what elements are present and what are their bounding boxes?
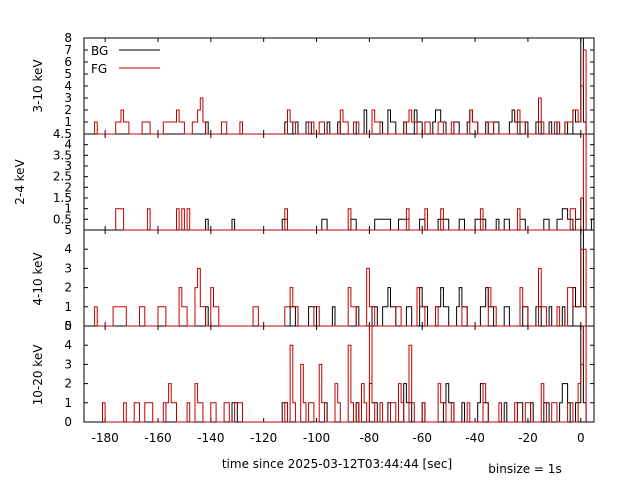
y-tick-label-2-4-kev: 1.5 xyxy=(53,191,72,205)
y-tick-label-10-20-kev: 2 xyxy=(64,377,72,391)
x-tick-label: -40 xyxy=(465,431,485,445)
binsize-note: binsize = 1s xyxy=(488,462,561,476)
y-tick-label-2-4-kev: 3.5 xyxy=(53,148,72,162)
series-fg-2-4-kev xyxy=(115,133,587,231)
x-tick-label: 0 xyxy=(577,431,585,445)
y-axis-label-10-20-kev: 10-20 keV xyxy=(31,344,45,406)
y-tick-label-10-20-kev: 0 xyxy=(64,415,72,429)
y-tick-label-4-10-kev: 2 xyxy=(64,281,72,295)
x-axis-label: time since 2025-03-12T03:44:44 [sec] xyxy=(222,457,452,471)
legend: BG FG xyxy=(91,44,160,76)
y-tick-label-4-10-kev: 0 xyxy=(64,319,72,333)
y-tick-label-2-4-kev: 0.5 xyxy=(53,212,72,226)
y-axis-label-3-10-kev: 3-10 keV xyxy=(31,59,45,113)
y-tick-label-10-20-kev: 1 xyxy=(64,396,72,410)
y-tick-label-3-10-kev: 2 xyxy=(64,103,72,117)
y-tick-label-3-10-kev: 6 xyxy=(64,55,72,69)
x-tick-label: -160 xyxy=(144,431,171,445)
y-tick-label-4-10-kev: 5 xyxy=(64,223,72,237)
x-tick-label: -120 xyxy=(250,431,277,445)
y-axis-label-2-4-kev: 2-4 keV xyxy=(13,158,27,204)
x-tick-label: -180 xyxy=(92,431,119,445)
x-tick-label: -140 xyxy=(197,431,224,445)
legend-label-fg: FG xyxy=(91,62,107,76)
y-tick-label-2-4-kev: 2.5 xyxy=(53,170,72,184)
y-tick-label-2-4-kev: 4.5 xyxy=(53,127,72,141)
y-axis-label-4-10-kev: 4-10 keV xyxy=(31,252,45,306)
series-fg-10-20-kev xyxy=(102,325,587,423)
y-tick-label-2-4-kev: 2 xyxy=(64,180,72,194)
series-fg-4-10-kev xyxy=(94,248,587,327)
y-tick-label-2-4-kev: 4 xyxy=(64,138,72,152)
y-tick-label-4-10-kev: 1 xyxy=(64,300,72,314)
y-tick-label-2-4-kev: 3 xyxy=(64,159,72,173)
y-tick-label-3-10-kev: 7 xyxy=(64,43,72,57)
y-tick-label-4-10-kev: 4 xyxy=(64,242,72,256)
series-bg-2-4-kev xyxy=(205,197,595,231)
x-tick-label: -20 xyxy=(518,431,538,445)
y-tick-label-2-4-kev: 1 xyxy=(64,202,72,216)
y-tick-label-3-10-kev: 5 xyxy=(64,67,72,81)
y-tick-label-3-10-kev: 4 xyxy=(64,79,72,93)
y-tick-label-3-10-kev: 8 xyxy=(64,31,72,45)
x-tick-label: -100 xyxy=(303,431,330,445)
y-tick-label-3-10-kev: 3 xyxy=(64,91,72,105)
x-tick-label: -80 xyxy=(360,431,380,445)
chart-marks: 123456780.511.522.533.544.5012345012345-… xyxy=(53,31,595,445)
y-tick-label-10-20-kev: 4 xyxy=(64,338,72,352)
series-fg-3-10-kev xyxy=(94,49,587,135)
y-tick-label-10-20-kev: 3 xyxy=(64,357,72,371)
y-tick-label-10-20-kev: 5 xyxy=(64,319,72,333)
y-tick-label-3-10-kev: 1 xyxy=(64,115,72,129)
x-tick-label: -60 xyxy=(412,431,432,445)
y-tick-label-4-10-kev: 3 xyxy=(64,261,72,275)
legend-label-bg: BG xyxy=(91,44,108,58)
